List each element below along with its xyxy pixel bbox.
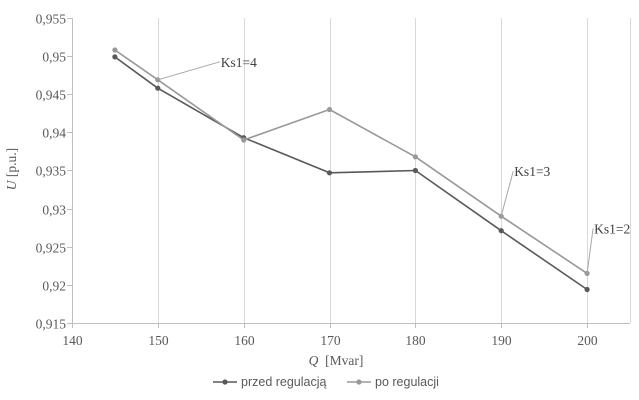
y-tick-label: 0,94 xyxy=(42,126,66,141)
data-point-2 xyxy=(326,106,333,113)
y-tick-label: 0,915 xyxy=(36,317,67,332)
x-tick-label: 160 xyxy=(234,333,255,348)
data-point-1 xyxy=(112,54,118,60)
x-tick-label: 140 xyxy=(62,333,83,348)
x-tick-label: 190 xyxy=(491,333,512,348)
y-axis-unit: [p.u.] xyxy=(4,148,19,177)
data-point-1 xyxy=(584,286,590,293)
y-tick-label: 0,935 xyxy=(36,164,67,179)
y-axis-title: U [p.u.] xyxy=(4,148,19,190)
x-tick-label: 180 xyxy=(405,333,426,348)
data-point-2 xyxy=(241,137,247,143)
data-point-1 xyxy=(498,228,504,234)
legend-label-1: przed regulacją xyxy=(241,375,327,389)
y-tick-label: 0,945 xyxy=(36,88,67,103)
legend-marker-2 xyxy=(356,379,362,385)
annotation-leader xyxy=(500,171,514,217)
data-point-1 xyxy=(155,85,161,91)
y-tick-label: 0,92 xyxy=(42,279,66,294)
data-point-1 xyxy=(412,167,418,174)
annotation-label: Ks1=3 xyxy=(514,164,550,179)
data-point-1 xyxy=(326,170,333,176)
x-tick-label: 200 xyxy=(577,333,598,348)
tick-labels: 0,915 0,92 0,925 0,93 0,935 0,94 0,945 0,95 0,95… xyxy=(36,12,598,349)
y-tick-label: 0,955 xyxy=(36,12,67,27)
x-axis-title: Q [Mvar] xyxy=(309,353,364,368)
x-tick-label: 170 xyxy=(320,333,341,348)
legend-label-2: po regulacji xyxy=(375,375,439,389)
data-point-2 xyxy=(112,47,118,53)
annotation-leader xyxy=(157,61,220,81)
annotation-label: Ks1=4 xyxy=(221,55,257,70)
legend: przed regulacją po regulacji xyxy=(213,375,439,389)
series-line-2 xyxy=(114,49,588,275)
data-point-2 xyxy=(155,77,161,83)
y-tick-label: 0,93 xyxy=(42,203,66,218)
y-axis-var: U xyxy=(4,179,19,190)
annotations: Ks1=4 Ks1=3 Ks1=2 xyxy=(157,55,630,274)
y-tick-label: 0,95 xyxy=(42,50,66,65)
annotation-label: Ks1=2 xyxy=(594,221,630,236)
x-tick-label: 150 xyxy=(148,333,169,348)
legend-marker-1 xyxy=(222,379,228,385)
y-tick-label: 0,925 xyxy=(36,241,67,256)
x-axis-var: Q xyxy=(309,353,319,368)
x-axis-unit: [Mvar] xyxy=(325,353,363,368)
axes xyxy=(67,18,630,328)
data-point-2 xyxy=(412,154,418,160)
annotation-leader xyxy=(586,228,594,274)
